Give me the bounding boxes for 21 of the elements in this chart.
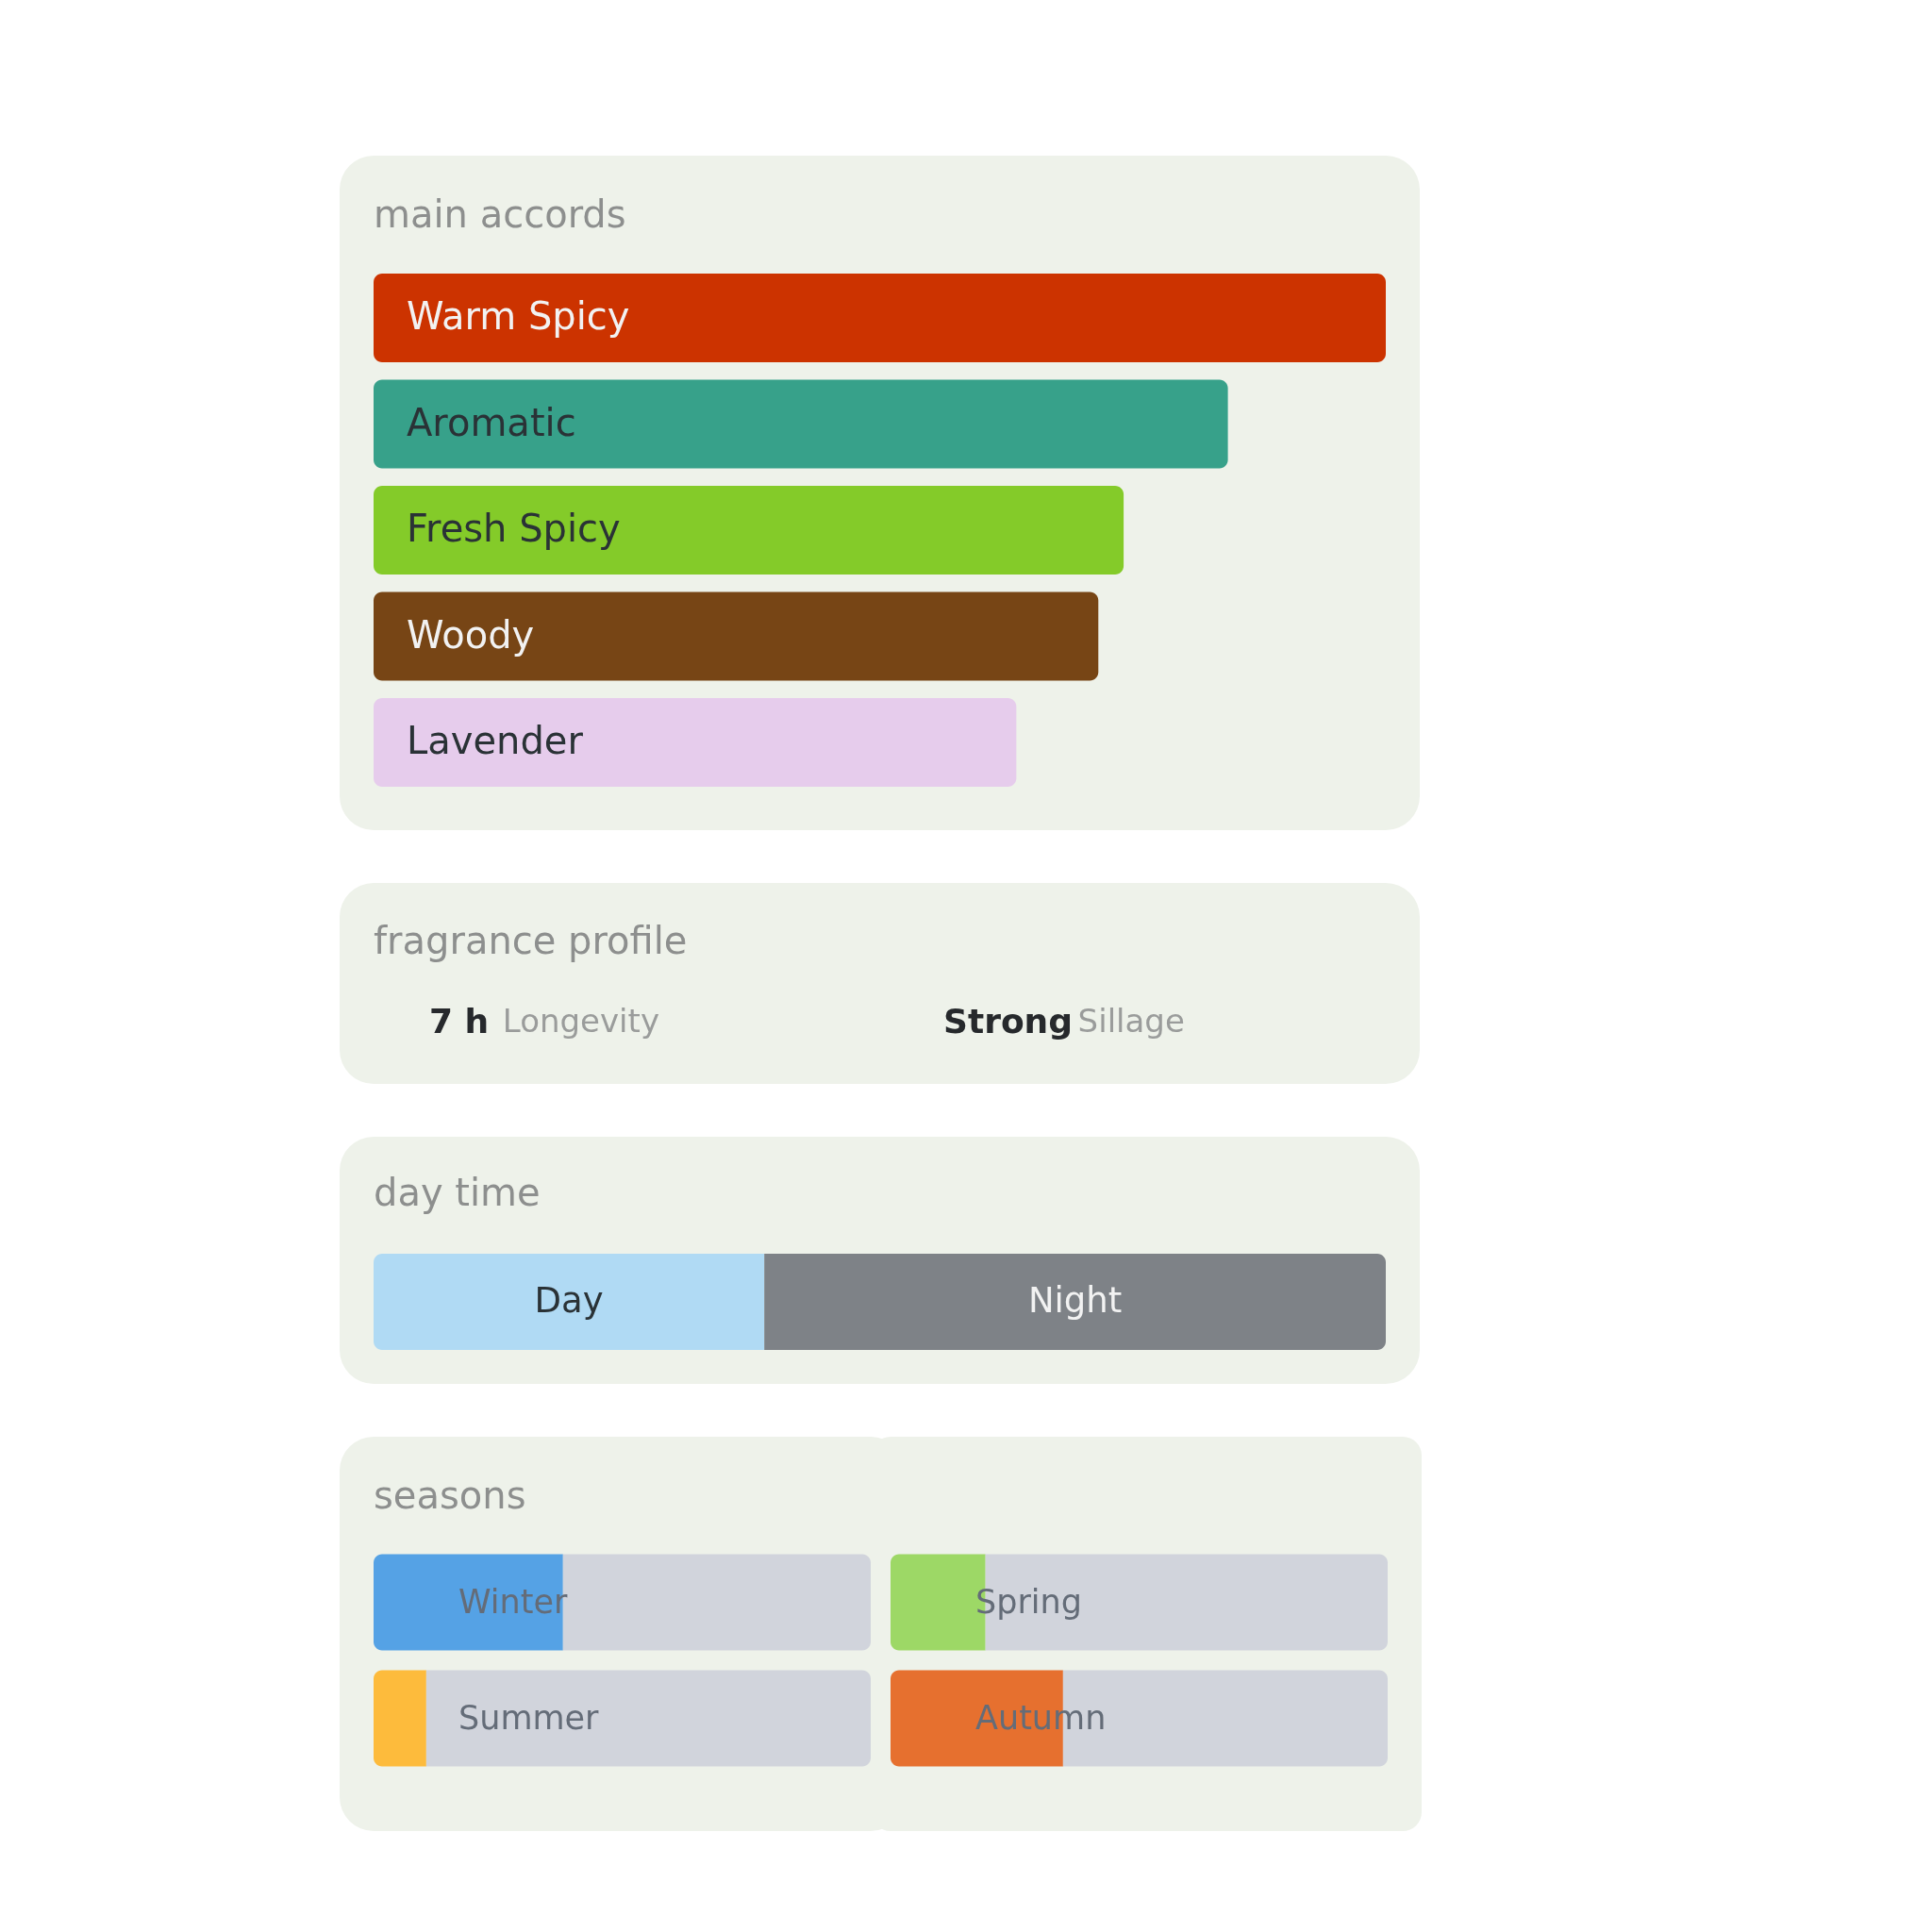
bar (374, 486, 1124, 575)
y-tick-label: Aromatic (407, 400, 576, 444)
text: fragrance profile (374, 919, 688, 962)
text: 7 h (429, 1002, 490, 1041)
chart-title: main accords (374, 192, 626, 236)
series-label: Day (534, 1280, 604, 1321)
bar (374, 379, 1228, 469)
text: Longevity (502, 1002, 660, 1040)
y-tick-label: Woody (407, 612, 535, 657)
bar (374, 591, 1099, 681)
bar (374, 274, 1386, 362)
text: Strong (943, 1002, 1074, 1041)
y-tick-label: Fresh Spicy (407, 507, 621, 550)
y-tick-label: Warm Spicy (407, 294, 630, 338)
bar (374, 698, 1017, 787)
chart-title: day time (374, 1171, 541, 1214)
series-label: Night (1027, 1280, 1123, 1321)
y-tick-label: Lavender (407, 719, 584, 762)
text: Sillage (1077, 1002, 1185, 1040)
chart-title: seasons (374, 1474, 526, 1517)
y-tick-label: Summer (458, 1698, 600, 1737)
